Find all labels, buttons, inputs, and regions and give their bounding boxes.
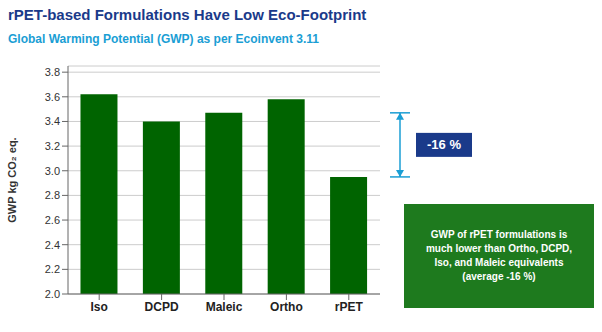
svg-text:2.4: 2.4 <box>45 239 60 251</box>
svg-text:Iso: Iso <box>91 300 108 314</box>
svg-text:3.4: 3.4 <box>45 115 60 127</box>
svg-text:2.6: 2.6 <box>45 214 60 226</box>
html-text:rPET-based Formulations Have L: rPET-based Formulations Have Low Eco-Foo… <box>8 6 367 23</box>
svg-text:3.6: 3.6 <box>45 91 60 103</box>
svg-text:3.0: 3.0 <box>45 165 60 177</box>
svg-text:DCPD: DCPD <box>145 300 179 314</box>
svg-text:-16 %: -16 % <box>427 137 461 152</box>
svg-text:rPET: rPET <box>335 300 364 314</box>
svg-text:GWP kg CO₂ eq.: GWP kg CO₂ eq. <box>8 137 18 222</box>
svg-text:2.2: 2.2 <box>45 263 60 275</box>
svg-text:2.0: 2.0 <box>45 288 60 300</box>
html-text:Global Warming Potential (GWP): Global Warming Potential (GWP) as per Ec… <box>8 32 319 46</box>
html-text:GWP of rPET formulations is mu: GWP of rPET formulations is much lower t… <box>425 229 573 282</box>
svg-text:Maleic: Maleic <box>206 300 243 314</box>
svg-text:3.2: 3.2 <box>45 140 60 152</box>
svg-text:3.8: 3.8 <box>45 66 60 78</box>
svg-text:Ortho: Ortho <box>270 300 303 314</box>
svg-text:2.8: 2.8 <box>45 189 60 201</box>
